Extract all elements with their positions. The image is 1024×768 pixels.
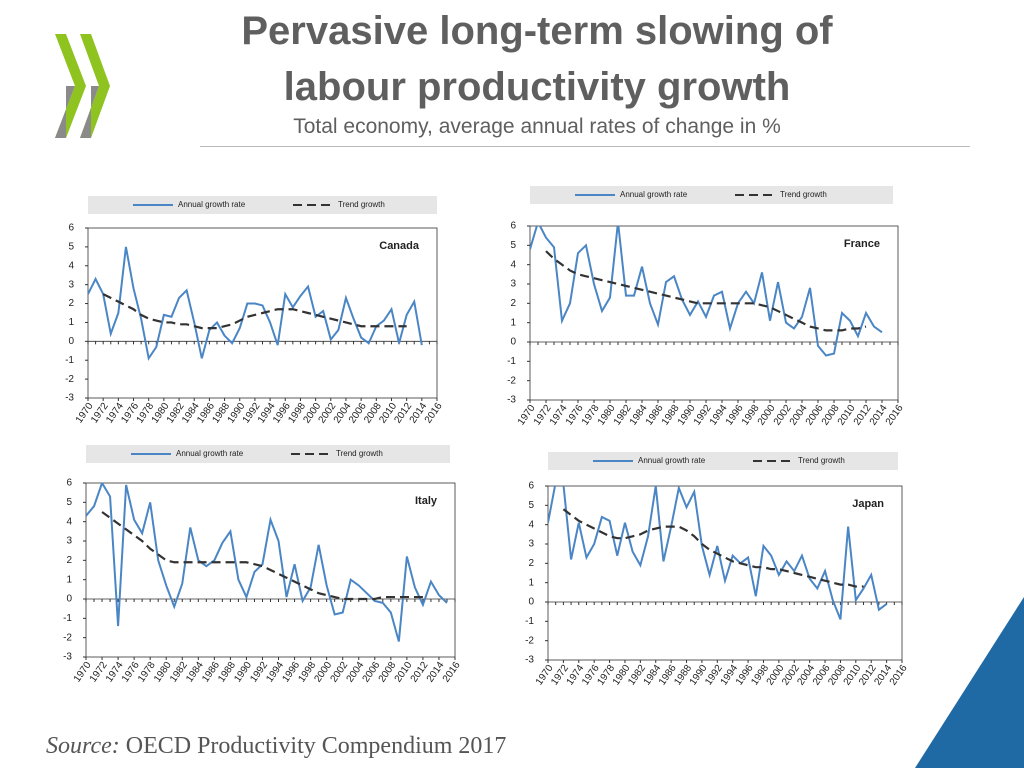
y-tick-label: -2 (507, 375, 516, 386)
y-tick-label: 5 (528, 500, 534, 511)
title-line: Pervasive long-term slowing of (241, 9, 833, 53)
title-line: labour productivity growth (283, 65, 791, 109)
y-tick-label: 4 (510, 259, 516, 270)
logo-chevron (80, 34, 110, 138)
y-tick-label: 3 (510, 279, 516, 290)
chart-title: Canada (379, 240, 420, 252)
y-tick-label: 1 (528, 577, 534, 588)
y-tick-label: 6 (528, 481, 534, 492)
y-tick-label: -3 (65, 393, 74, 404)
y-tick-label: 4 (66, 516, 72, 527)
y-tick-label: 6 (510, 221, 516, 232)
legend-box (548, 452, 898, 470)
y-tick-label: 1 (68, 317, 74, 328)
y-tick-label: -1 (63, 613, 72, 624)
logo-chevron-shade (80, 86, 99, 138)
source-label: Source: (46, 733, 120, 759)
y-tick-label: 6 (68, 223, 74, 234)
legend-label: Annual growth rate (638, 456, 706, 465)
series-line (548, 486, 888, 620)
legend-box (86, 445, 450, 463)
y-tick-label: 2 (510, 298, 516, 309)
legend-label: Trend growth (338, 200, 385, 209)
series-line (102, 293, 407, 330)
x-tick-label: 2016 (423, 401, 445, 426)
plot-area (529, 225, 899, 401)
legend-label: Annual growth rate (620, 190, 688, 199)
y-tick-label: 4 (68, 260, 74, 271)
y-tick-label: 1 (510, 317, 516, 328)
x-tick-label: 2016 (441, 660, 463, 685)
y-tick-label: 1 (66, 574, 72, 585)
legend-label: Trend growth (336, 449, 383, 458)
y-tick-label: 3 (528, 539, 534, 550)
y-tick-label: 0 (68, 336, 74, 347)
separator (200, 146, 970, 147)
legend-box (88, 196, 437, 214)
y-tick-label: 0 (510, 337, 516, 348)
series-line (530, 226, 883, 357)
x-tick-label: 2016 (888, 663, 910, 688)
chart-title: France (844, 238, 880, 250)
y-tick-label: -2 (65, 374, 74, 385)
y-tick-label: -1 (65, 355, 74, 366)
plot-area (547, 485, 903, 661)
logo-chevron-shade (55, 86, 75, 138)
y-tick-label: 0 (66, 594, 72, 605)
y-tick-label: -1 (525, 616, 534, 627)
x-tick-label: 2016 (884, 403, 906, 428)
legend-label: Trend growth (780, 190, 827, 199)
logo-chevron (55, 34, 86, 138)
y-tick-label: 5 (68, 242, 74, 253)
legend-label: Annual growth rate (176, 449, 244, 458)
y-tick-label: 2 (68, 298, 74, 309)
y-tick-label: 5 (66, 497, 72, 508)
legend-box (530, 186, 893, 204)
y-tick-label: -3 (507, 395, 516, 406)
legend-label: Annual growth rate (178, 200, 246, 209)
chart-title: Italy (415, 495, 438, 507)
series-line (88, 246, 423, 361)
y-tick-label: 0 (528, 597, 534, 608)
y-tick-label: -3 (525, 655, 534, 666)
series-line (545, 250, 867, 332)
corner-triangle (915, 597, 1024, 768)
series-line (86, 483, 448, 642)
y-tick-label: 2 (528, 558, 534, 569)
y-tick-label: 5 (510, 240, 516, 251)
source-text: OECD Productivity Compendium 2017 (125, 733, 507, 759)
y-tick-label: -2 (63, 632, 72, 643)
y-tick-label: 3 (68, 279, 74, 290)
y-tick-label: -2 (525, 635, 534, 646)
source: Source: OECD Productivity Compendium 201… (46, 733, 506, 760)
y-tick-label: 2 (66, 555, 72, 566)
y-tick-label: -3 (63, 652, 72, 663)
y-tick-label: 6 (66, 478, 72, 489)
chart-title: Japan (852, 498, 884, 510)
series-line (562, 508, 864, 588)
legend-label: Trend growth (798, 456, 845, 465)
y-tick-label: -1 (507, 356, 516, 367)
y-tick-label: 3 (66, 536, 72, 547)
subtitle: Total economy, average annual rates of c… (293, 115, 781, 138)
y-tick-label: 4 (528, 519, 534, 530)
